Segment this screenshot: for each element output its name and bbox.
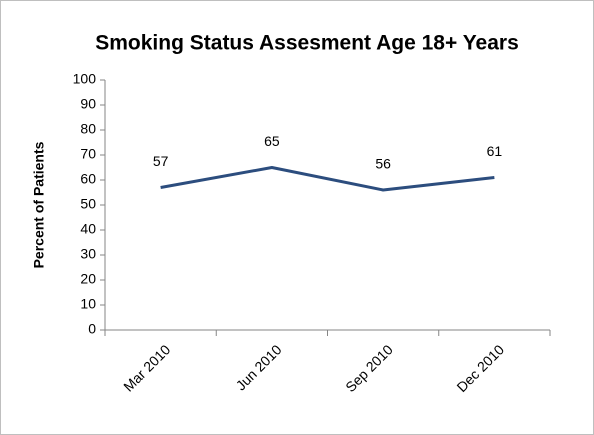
y-tick-label: 60: [80, 171, 96, 187]
line-series: [160, 166, 495, 192]
data-label: 56: [375, 156, 391, 172]
chart-title: Smoking Status Assesment Age 18+ Years: [95, 32, 519, 55]
y-tick-label: 50: [80, 196, 96, 212]
y-tick-label: 10: [80, 296, 96, 312]
data-label: 61: [487, 143, 503, 159]
y-tick-label: 0: [88, 321, 96, 337]
y-tick-label: 80: [80, 121, 96, 137]
y-tick-label: 40: [80, 221, 96, 237]
y-tick-label: 20: [80, 271, 96, 287]
data-label: 65: [264, 133, 280, 149]
y-axis-label: Percent of Patients: [31, 141, 47, 268]
data-label: 57: [153, 153, 169, 169]
y-tick-label: 90: [80, 96, 96, 112]
y-tick-label: 30: [80, 246, 96, 262]
y-tick-label: 70: [80, 146, 96, 162]
y-tick-label: 100: [73, 71, 97, 87]
